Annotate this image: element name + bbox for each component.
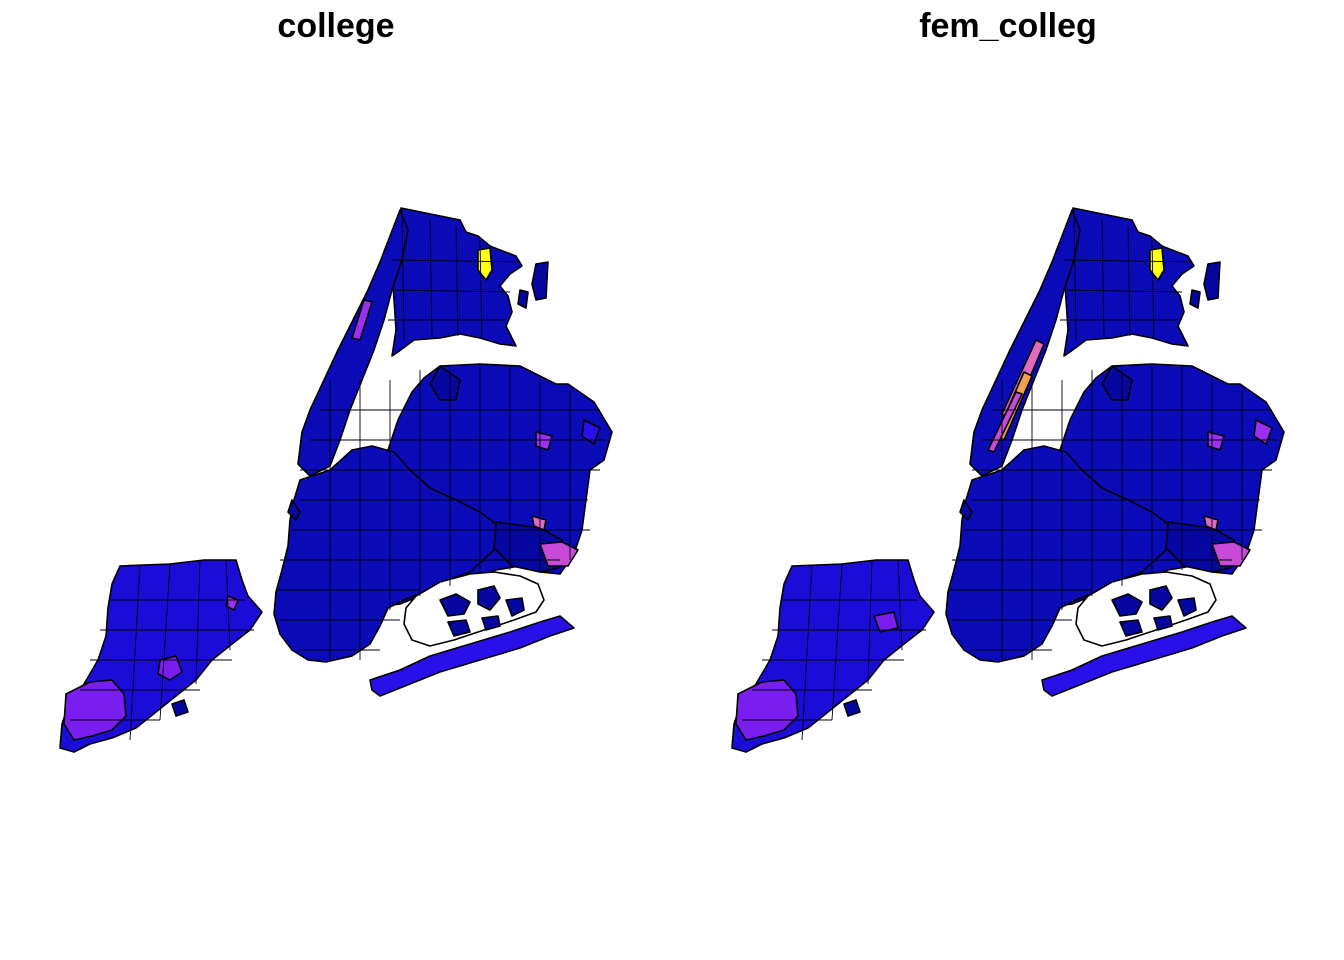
nyc-choropleth-map (731, 207, 1285, 753)
jamaica-bay-water (1075, 571, 1217, 647)
tract-boundaries (742, 209, 1278, 741)
map-panel-fem-colleg: fem_colleg (672, 0, 1344, 960)
nyc-choropleth-map (59, 207, 613, 753)
borough-staten-island (59, 559, 263, 753)
borough-manhattan (969, 209, 1081, 477)
panel-title: fem_colleg (919, 7, 1097, 45)
tract-boundaries (70, 209, 606, 741)
borough-staten-island (731, 559, 935, 753)
borough-bronx (1063, 207, 1221, 357)
panel-title: college (277, 7, 395, 45)
jamaica-bay-water (403, 571, 545, 647)
borough-manhattan (297, 209, 409, 477)
map-panel-college: college (59, 7, 613, 753)
borough-bronx (391, 207, 549, 357)
